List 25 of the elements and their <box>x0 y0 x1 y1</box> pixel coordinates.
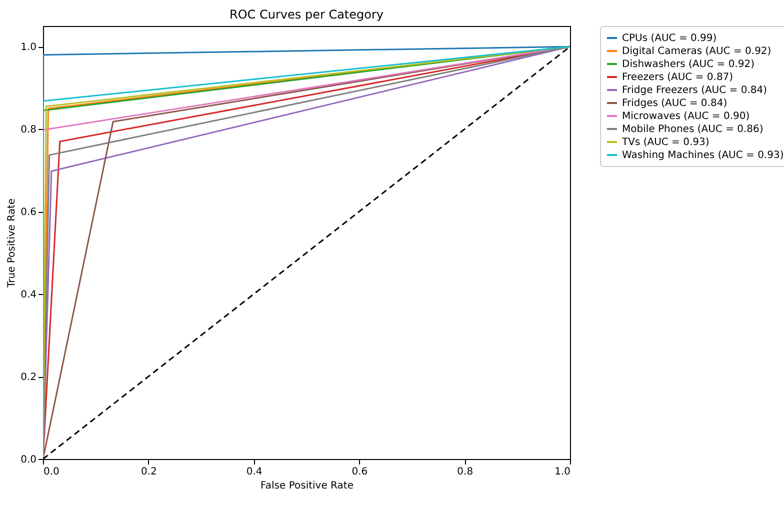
legend-label: Washing Machines (AUC = 0.93) <box>622 150 784 161</box>
x-tick-label: 0.6 <box>352 466 368 478</box>
x-tick-label: 0.2 <box>140 466 157 478</box>
y-axis-title: True Positive Rate <box>6 198 18 289</box>
legend-label: Dishwashers (AUC = 0.92) <box>622 59 755 70</box>
y-tick-label: 0.0 <box>20 454 36 466</box>
y-tick-label: 0.6 <box>20 207 36 218</box>
legend-label: Fridges (AUC = 0.84) <box>622 98 728 109</box>
y-tick-label: 1.0 <box>20 42 36 54</box>
legend-label: Microwaves (AUC = 0.90) <box>622 111 750 122</box>
x-tick-label: 0.8 <box>457 466 474 478</box>
legend-label: TVs (AUC = 0.93) <box>621 137 710 148</box>
legend-label: Fridge Freezers (AUC = 0.84) <box>622 85 768 96</box>
legend-label: CPUs (AUC = 0.99) <box>622 33 717 44</box>
x-tick-label: 0.4 <box>246 466 262 478</box>
legend-label: Mobile Phones (AUC = 0.86) <box>622 124 764 135</box>
legend-label: Freezers (AUC = 0.87) <box>622 72 734 83</box>
legend-label: Digital Cameras (AUC = 0.92) <box>622 46 772 57</box>
x-axis-title: False Positive Rate <box>260 480 354 492</box>
x-tick-label: 1.0 <box>554 466 570 478</box>
chart-title: ROC Curves per Category <box>229 8 384 22</box>
x-tick-label: 0.0 <box>44 466 60 478</box>
y-tick-label: 0.4 <box>20 290 36 301</box>
y-tick-label: 0.2 <box>20 372 36 384</box>
y-tick-label: 0.8 <box>20 124 36 136</box>
